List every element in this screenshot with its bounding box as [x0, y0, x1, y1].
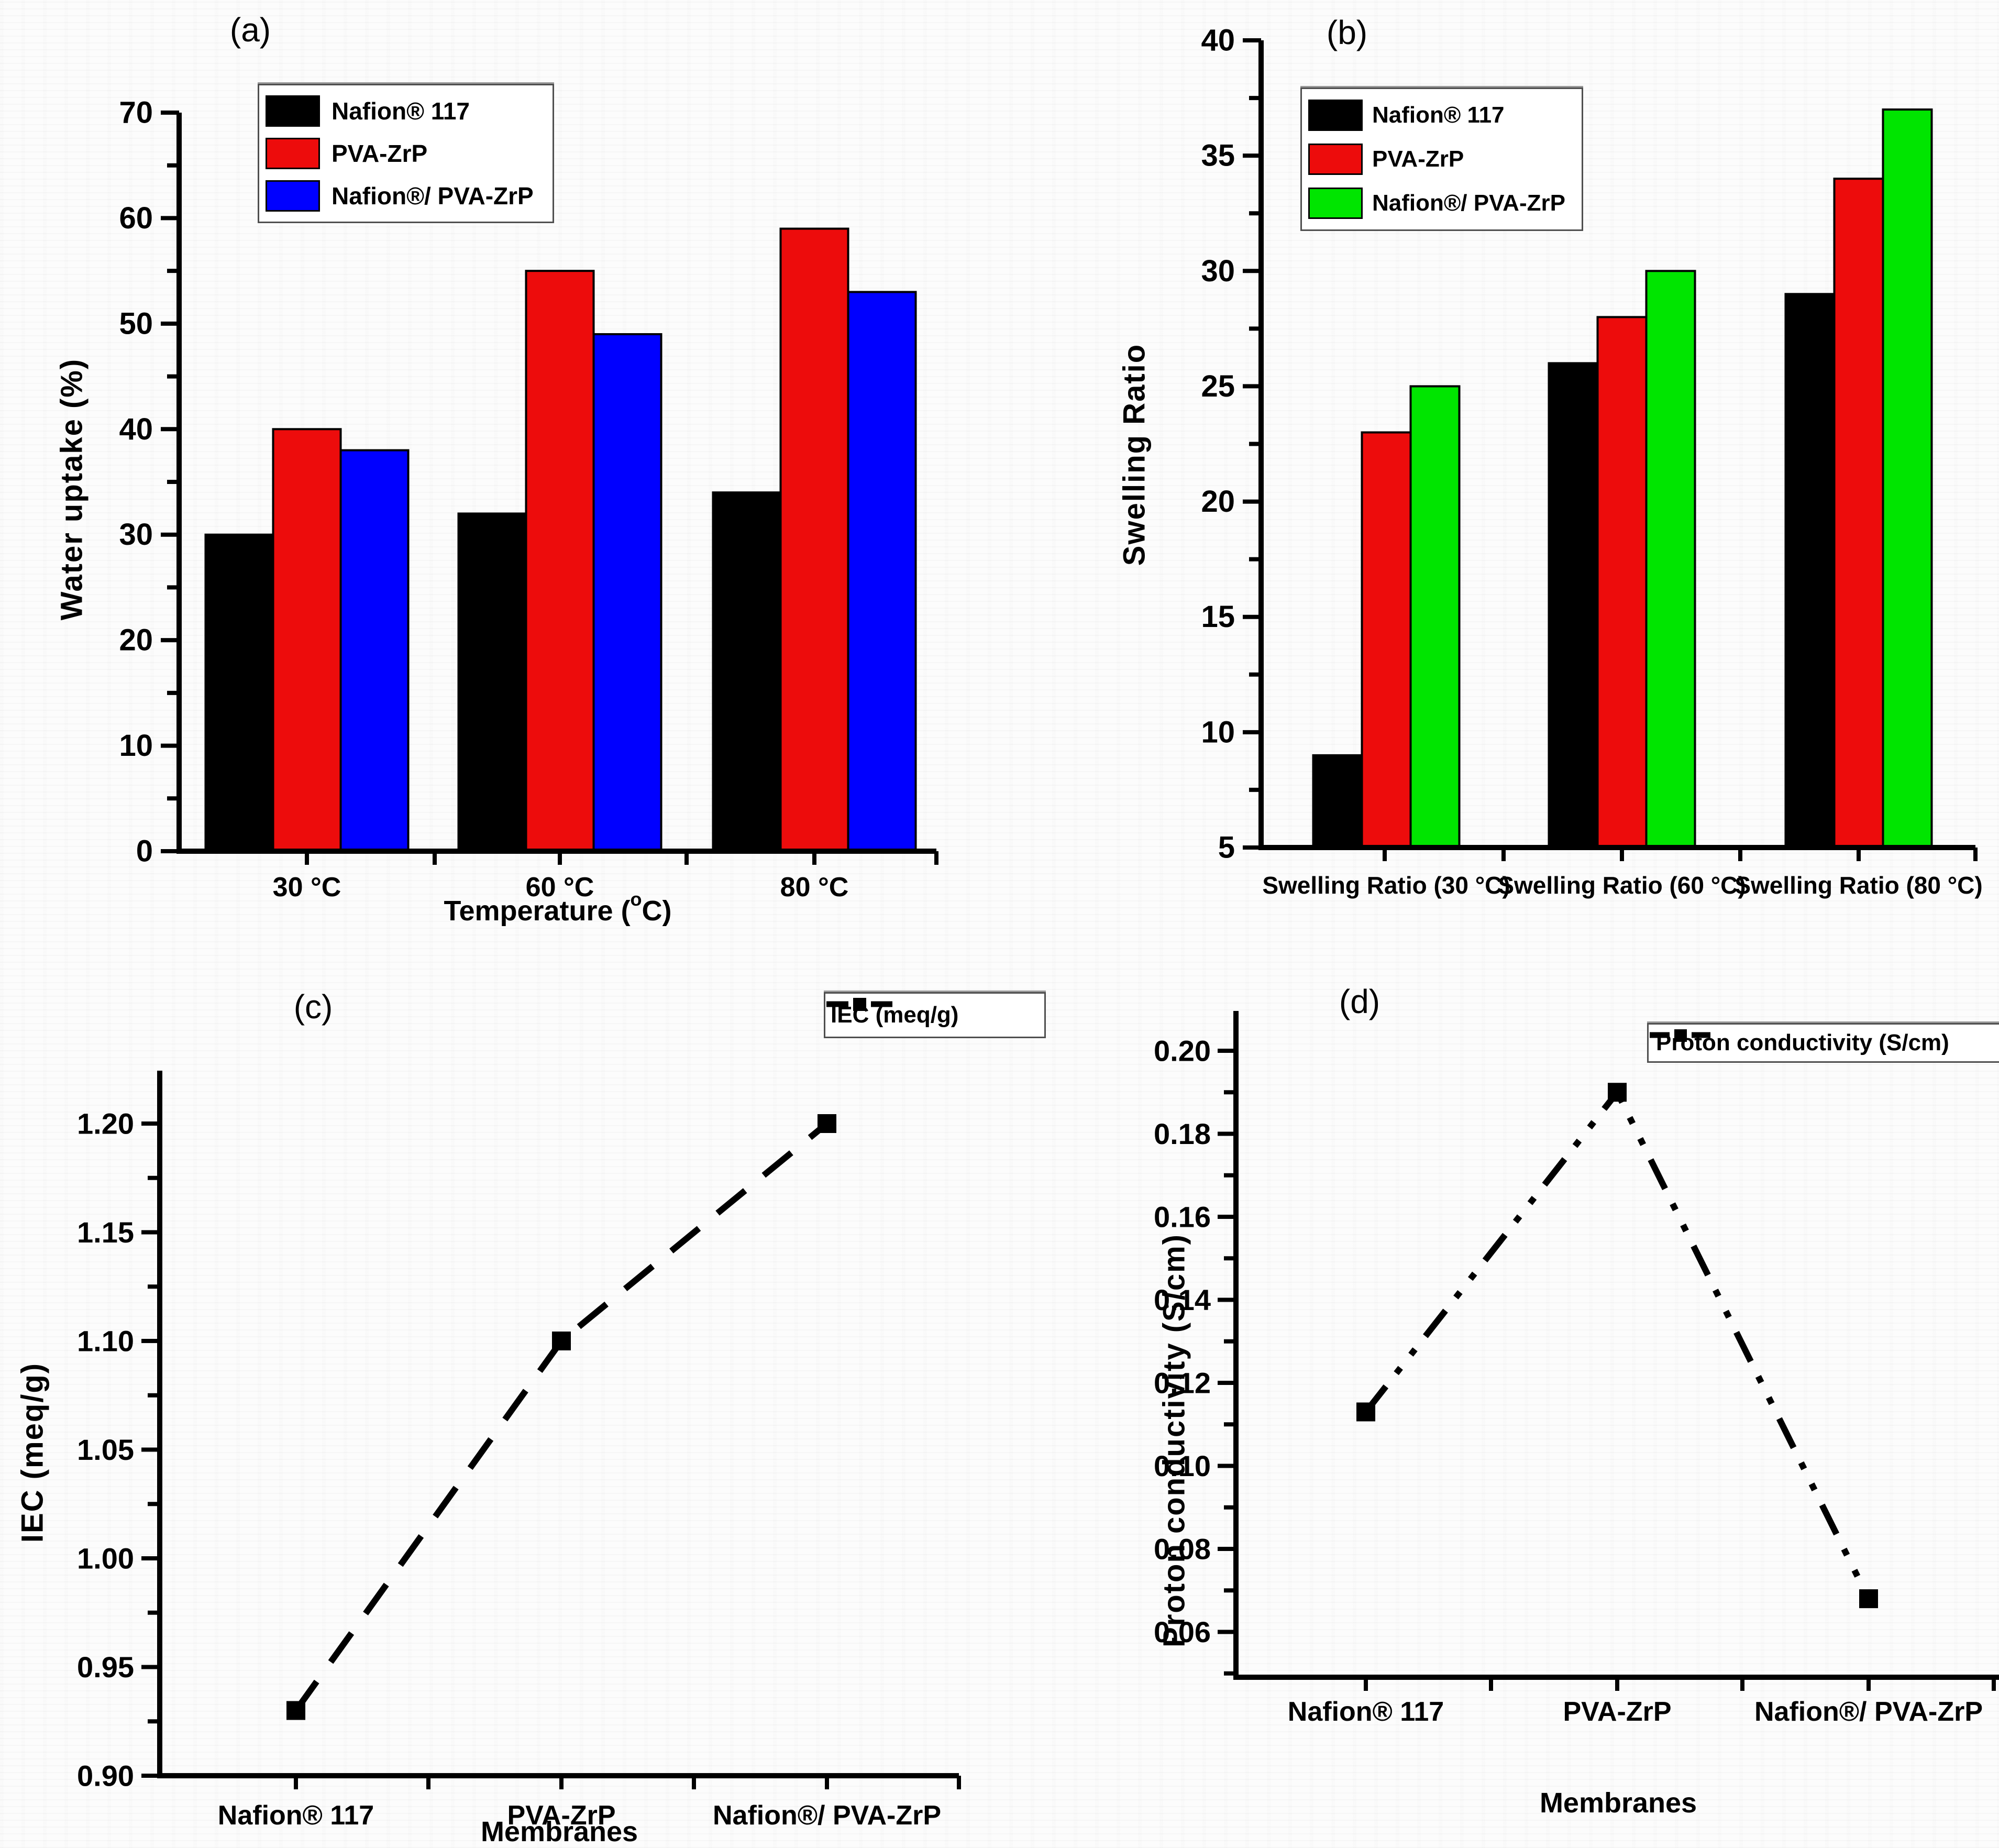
svg-text:30 °C: 30 °C: [273, 872, 341, 903]
svg-text:0.20: 0.20: [1154, 1035, 1211, 1068]
svg-text:5: 5: [1218, 831, 1235, 865]
panel-a-legend: Nafion® 117 PVA-ZrP Nafion®/ PVA-ZrP: [258, 84, 554, 223]
svg-text:0.08: 0.08: [1154, 1533, 1211, 1566]
legend-label: Nafion®/ PVA-ZrP: [332, 182, 534, 210]
svg-text:PVA-ZrP: PVA-ZrP: [507, 1800, 615, 1831]
legend-item-pva-zrp: PVA-ZrP: [266, 137, 546, 169]
svg-text:0.95: 0.95: [77, 1651, 134, 1684]
svg-text:30: 30: [1201, 254, 1235, 288]
panel-b: 5 10 15 20 25 30 35 40 Swelling Ratio (30 °C) Swe…: [995, 0, 1999, 938]
legend-swatch-red-icon: [266, 137, 320, 169]
legend-label: PVA-ZrP: [332, 139, 428, 167]
panel-a-title: (a): [229, 11, 271, 49]
svg-text:40: 40: [1201, 24, 1235, 58]
svg-text:1.20: 1.20: [77, 1107, 134, 1140]
legend-item-nafion117: Nafion® 117: [266, 95, 546, 127]
legend-item-nafion117: Nafion® 117: [1308, 100, 1575, 131]
svg-text:10: 10: [1201, 715, 1235, 749]
panel-c: 0.90 0.95 1.00 1.05 1.10 1.15 1.20 Nafion® 117 P…: [0, 938, 1046, 1848]
panel-d-plot: 0.06 0.08 0.10 0.12 0.14 0.16 0.18 0.20 Nafion® …: [1154, 1011, 1999, 1727]
svg-text:60 °C: 60 °C: [526, 872, 594, 903]
svg-text:Nafion®/ PVA-ZrP: Nafion®/ PVA-ZrP: [1754, 1697, 1983, 1727]
svg-text:35: 35: [1201, 139, 1235, 173]
svg-text:0.06: 0.06: [1154, 1615, 1211, 1648]
legend-item-nafion-pva-zrp: Nafion®/ PVA-ZrP: [266, 180, 546, 212]
legend-label: IEC (meq/g): [831, 1002, 959, 1028]
panel-c-x-axis-label: Membranes: [480, 1816, 638, 1847]
x-label-suffix: C): [642, 895, 672, 927]
panel-d-x-axis-label: Membranes: [1539, 1787, 1697, 1819]
dashed-line-square-marker-icon: [826, 998, 892, 1011]
panel-c-legend: IEC (meq/g): [824, 992, 1046, 1038]
svg-text:15: 15: [1201, 600, 1235, 634]
legend-item-pva-zrp: PVA-ZrP: [1308, 144, 1575, 175]
x-label-prefix: Temperature (: [444, 895, 631, 927]
svg-text:0.90: 0.90: [77, 1759, 134, 1792]
legend-swatch-black-icon: [266, 95, 320, 127]
legend-label: Nafion® 117: [1372, 102, 1505, 128]
legend-swatch-black-icon: [1308, 100, 1363, 131]
svg-text:Swelling Ratio (60 °C): Swelling Ratio (60 °C): [1498, 872, 1746, 899]
panel-a: 0 10 20 30 40 50 60 70 30 °C 60 °C 80 °C (a) Water…: [0, 0, 995, 938]
svg-text:20: 20: [1201, 485, 1235, 519]
svg-text:70: 70: [119, 96, 153, 130]
legend-item-nafion-pva-zrp: Nafion®/ PVA-ZrP: [1308, 188, 1575, 219]
panel-d-title: (d): [1339, 983, 1380, 1020]
panel-d-y-axis-label: Proton conductivity (S/cm): [1157, 1234, 1191, 1647]
panel-d: 0.06 0.08 0.10 0.12 0.14 0.16 0.18 0.20 Nafion® …: [1126, 938, 1999, 1848]
legend-label: Nafion®/ PVA-ZrP: [1372, 190, 1565, 216]
svg-text:60: 60: [119, 201, 153, 235]
svg-text:Swelling Ratio (30 °C): Swelling Ratio (30 °C): [1262, 872, 1510, 899]
svg-text:0.14: 0.14: [1154, 1283, 1211, 1316]
svg-text:1.00: 1.00: [77, 1542, 134, 1575]
legend-label: PVA-ZrP: [1372, 146, 1464, 172]
panel-c-y-axis-label: IEC (meq/g): [15, 1362, 50, 1543]
panel-c-title: (c): [293, 988, 333, 1026]
dash-dot-line-square-marker-icon: [1650, 1029, 1710, 1042]
svg-text:0.12: 0.12: [1154, 1367, 1211, 1400]
svg-text:Nafion® 117: Nafion® 117: [218, 1800, 374, 1831]
legend-swatch-blue-icon: [266, 180, 320, 212]
panel-b-y-axis-label: Swelling Ratio: [1117, 343, 1152, 566]
panel-d-legend: Proton conductivity (S/cm): [1647, 1023, 1999, 1063]
svg-text:0.18: 0.18: [1154, 1117, 1211, 1150]
legend-swatch-green-icon: [1308, 188, 1363, 219]
panel-b-title: (b): [1326, 14, 1368, 51]
svg-text:1.10: 1.10: [77, 1325, 134, 1358]
x-label-superscript: o: [630, 888, 642, 910]
svg-text:Swelling Ratio (80 °C): Swelling Ratio (80 °C): [1735, 872, 1982, 899]
legend-swatch-red-icon: [1308, 144, 1363, 175]
svg-text:Nafion®/ PVA-ZrP: Nafion®/ PVA-ZrP: [713, 1800, 941, 1831]
svg-text:50: 50: [119, 306, 153, 340]
svg-text:1.15: 1.15: [77, 1216, 134, 1249]
panel-a-x-axis-label: Temperature (oC): [444, 888, 671, 927]
legend-label: Nafion® 117: [332, 97, 470, 125]
panel-a-plot: 0 10 20 30 40 50 60 70 30 °C 60 °C 80 °C: [119, 96, 938, 903]
svg-text:PVA-ZrP: PVA-ZrP: [1563, 1697, 1671, 1727]
svg-text:80 °C: 80 °C: [780, 872, 849, 903]
svg-text:30: 30: [119, 518, 153, 552]
svg-text:0: 0: [136, 834, 153, 868]
svg-text:1.05: 1.05: [77, 1433, 134, 1466]
svg-text:10: 10: [119, 729, 153, 763]
svg-text:20: 20: [119, 623, 153, 657]
svg-text:Nafion® 117: Nafion® 117: [1288, 1697, 1444, 1727]
panel-a-y-axis-label: Water uptake (%): [54, 358, 89, 621]
svg-text:0.10: 0.10: [1154, 1449, 1211, 1482]
svg-text:25: 25: [1201, 369, 1235, 403]
panel-b-legend: Nafion® 117 PVA-ZrP Nafion®/ PVA-ZrP: [1300, 87, 1583, 231]
svg-text:0.16: 0.16: [1154, 1201, 1211, 1234]
panel-c-plot: 0.90 0.95 1.00 1.05 1.10 1.15 1.20 Nafion® 117 P…: [77, 1071, 961, 1831]
svg-text:40: 40: [119, 412, 153, 446]
